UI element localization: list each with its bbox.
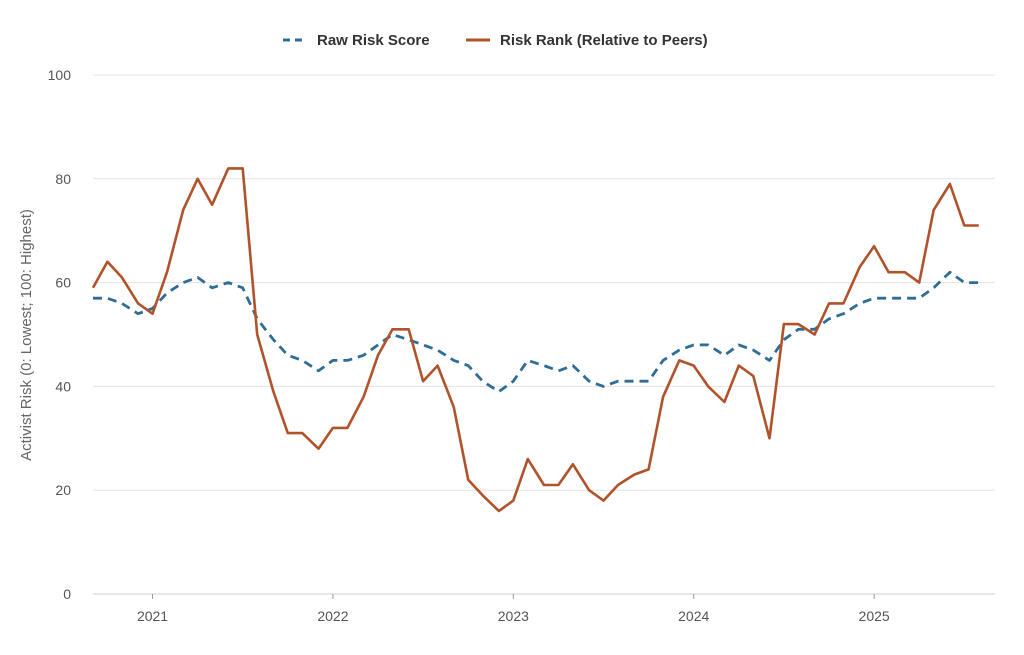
legend-item-risk-rank[interactable]: Risk Rank (Relative to Peers): [466, 32, 708, 49]
x-axis-ticks: 2021 2022 2023 2024 2025: [137, 594, 890, 624]
x-tick-label: 2024: [678, 608, 709, 624]
y-tick-label: 0: [63, 586, 71, 602]
y-tick-label: 20: [55, 482, 71, 498]
y-tick-label: 80: [55, 171, 71, 187]
series-line-risk-rank: [91, 167, 979, 513]
x-tick-label: 2022: [317, 608, 348, 624]
legend-label: Risk Rank (Relative to Peers): [500, 32, 708, 49]
x-tick-label: 2021: [137, 608, 168, 624]
series-layer: [91, 167, 979, 513]
y-tick-label: 40: [55, 378, 71, 394]
y-tick-label: 100: [48, 67, 72, 83]
legend[interactable]: Raw Risk Score Risk Rank (Relative to Pee…: [283, 32, 708, 49]
series-line-raw-risk-score: [93, 270, 979, 393]
y-axis-ticks: 0 20 40 60 80 100: [48, 67, 72, 602]
y-axis-title: Activist Risk (0: Lowest; 100: Highest): [18, 209, 35, 461]
legend-label: Raw Risk Score: [317, 32, 430, 49]
x-tick-label: 2025: [859, 608, 890, 624]
legend-item-raw-risk-score[interactable]: Raw Risk Score: [283, 32, 430, 49]
grid-layer: [93, 74, 995, 595]
y-tick-label: 60: [55, 275, 71, 291]
x-tick-label: 2023: [498, 608, 529, 624]
